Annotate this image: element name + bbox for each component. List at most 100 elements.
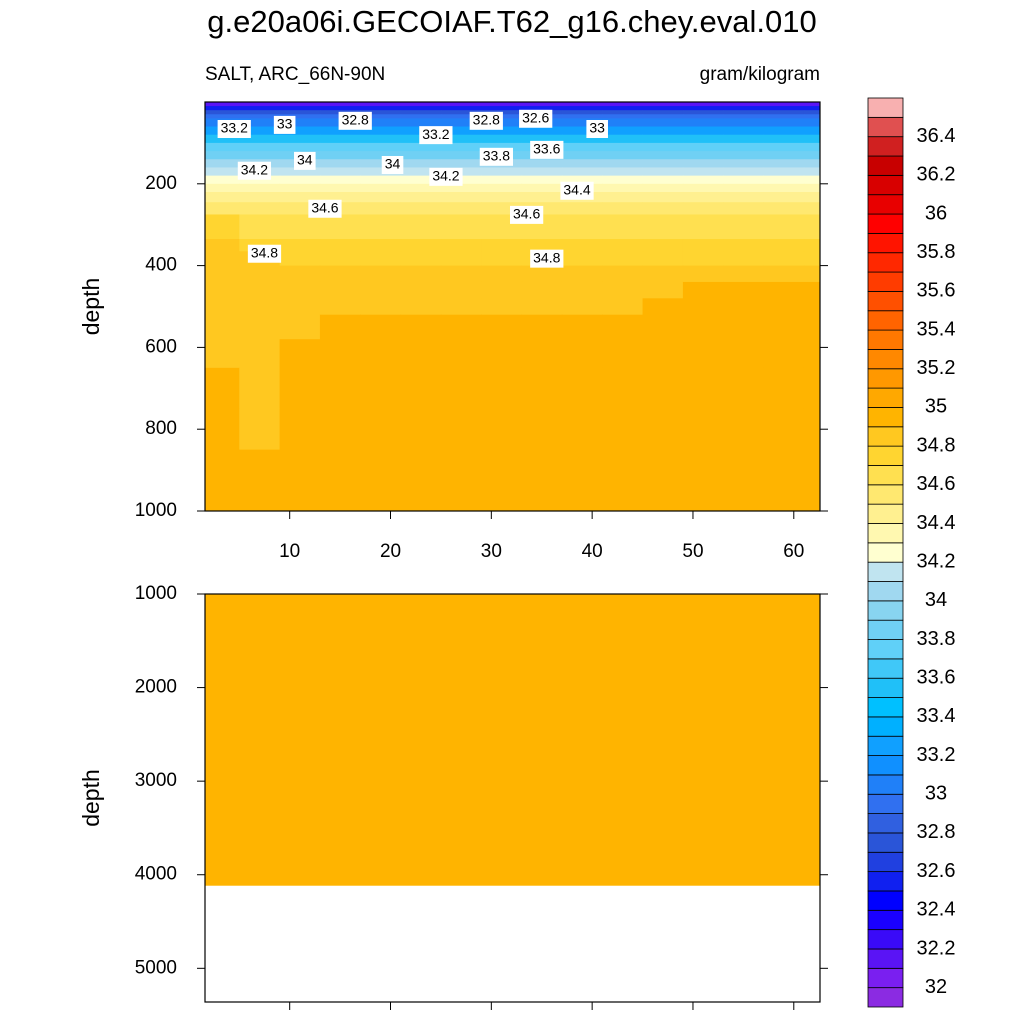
contour-cell: [400, 159, 442, 168]
contour-cell: [400, 339, 442, 369]
contour-cell: [642, 339, 684, 369]
colorbar-box: [867, 948, 904, 969]
contour-cell: [481, 339, 523, 369]
y-tick-label: 800: [145, 418, 177, 439]
contour-cell: [521, 167, 563, 177]
contour-label-box: [247, 244, 282, 263]
contour-label-box: [419, 126, 453, 145]
contour-cell: [440, 281, 482, 299]
contour-cell: [279, 142, 321, 152]
contour-cell: [723, 226, 765, 240]
colorbar-box: [867, 523, 904, 544]
contour-cell: [602, 151, 644, 160]
colorbar-label: 35.8: [917, 241, 956, 263]
contour-cell: [239, 265, 281, 283]
contour-cell: [803, 102, 821, 107]
contour-cell: [723, 110, 765, 115]
contour-label: 34.8: [533, 249, 560, 265]
contour-cell: [682, 281, 724, 299]
contour-cell: [319, 142, 361, 152]
colorbar-box: [867, 600, 904, 621]
contour-cell: [319, 339, 361, 369]
contour-cell: [319, 175, 361, 185]
contour-cell: [400, 142, 442, 152]
contour-cell: [360, 265, 402, 283]
contour-cell: [803, 239, 821, 252]
contour-cell: [682, 106, 724, 111]
contour-cell: [803, 106, 821, 111]
contour-cell: [521, 191, 563, 203]
colorbar-box: [867, 561, 904, 582]
contour-cell: [602, 142, 644, 152]
colorbar-box: [867, 116, 904, 138]
contour-cell: [642, 183, 684, 193]
contour-cell: [440, 183, 482, 193]
contour-cell: [803, 226, 821, 240]
contour-cell: [360, 151, 402, 160]
contour-cell: [319, 226, 361, 240]
contour-cell: [400, 314, 442, 340]
contour-cell: [682, 298, 724, 316]
contour-cell: [239, 314, 281, 340]
contour-cell: [400, 281, 442, 299]
contour-cell: [319, 126, 361, 136]
contour-cell: [723, 214, 765, 228]
contour-cell: [319, 367, 361, 410]
contour-cell: [561, 175, 603, 185]
contour-cell: [481, 226, 523, 240]
contour-cell: [400, 106, 442, 111]
contour-cell: [602, 298, 644, 316]
contour-cell: [400, 114, 442, 119]
contour-cell: [642, 367, 684, 410]
contour-cell: [319, 251, 361, 267]
contour-cell: [561, 142, 603, 152]
contour-cell: [723, 118, 765, 128]
contour-cell: [239, 191, 281, 203]
contour-cell: [723, 151, 765, 160]
contour-cell: [279, 118, 321, 128]
contour-cell: [763, 265, 805, 283]
contour-cell: [642, 408, 684, 451]
contour-cell: [642, 126, 684, 136]
contour-cell: [440, 298, 482, 316]
contour-cell: [319, 314, 361, 340]
contour-cell: [602, 175, 644, 185]
contour-label: 32.8: [342, 112, 369, 128]
contour-label: 34.2: [432, 168, 459, 184]
colorbar-box: [867, 658, 904, 679]
contour-cell: [642, 239, 684, 252]
colorbar-label: 34.8: [917, 434, 956, 456]
contour-label: 34: [385, 156, 401, 172]
contour-label-box: [429, 167, 463, 186]
colorbar-box: [867, 929, 904, 950]
colorbar-box: [867, 987, 904, 1008]
contour-cell: [440, 106, 482, 111]
contour-cell: [319, 191, 361, 203]
colorbar-box: [867, 155, 904, 176]
colorbar-box: [867, 271, 904, 292]
colorbar-label: 33.2: [917, 744, 956, 766]
contour-cell: [602, 251, 644, 267]
contour-cell: [803, 367, 821, 410]
contour-cell: [642, 314, 684, 340]
y-tick-label: 400: [145, 255, 177, 276]
contour-cell: [319, 239, 361, 252]
contour-cell: [763, 142, 805, 152]
contour-cell: [642, 134, 684, 144]
contour-cell: [521, 367, 563, 410]
colorbar-box: [867, 387, 904, 408]
contour-cell: [440, 251, 482, 267]
contour-cell: [400, 408, 442, 451]
contour-cell: [319, 167, 361, 177]
contour-cell: [481, 408, 523, 451]
contour-cell: [803, 134, 821, 144]
contour-cell: [205, 134, 240, 144]
contour-cell: [602, 114, 644, 119]
contour-cell: [239, 114, 281, 119]
colorbar-box: [867, 349, 904, 370]
contour-cell: [602, 102, 644, 107]
contour-cell: [763, 106, 805, 111]
colorbar-label: 34: [925, 589, 947, 611]
contour-cell: [763, 134, 805, 144]
contour-cell: [602, 449, 644, 512]
